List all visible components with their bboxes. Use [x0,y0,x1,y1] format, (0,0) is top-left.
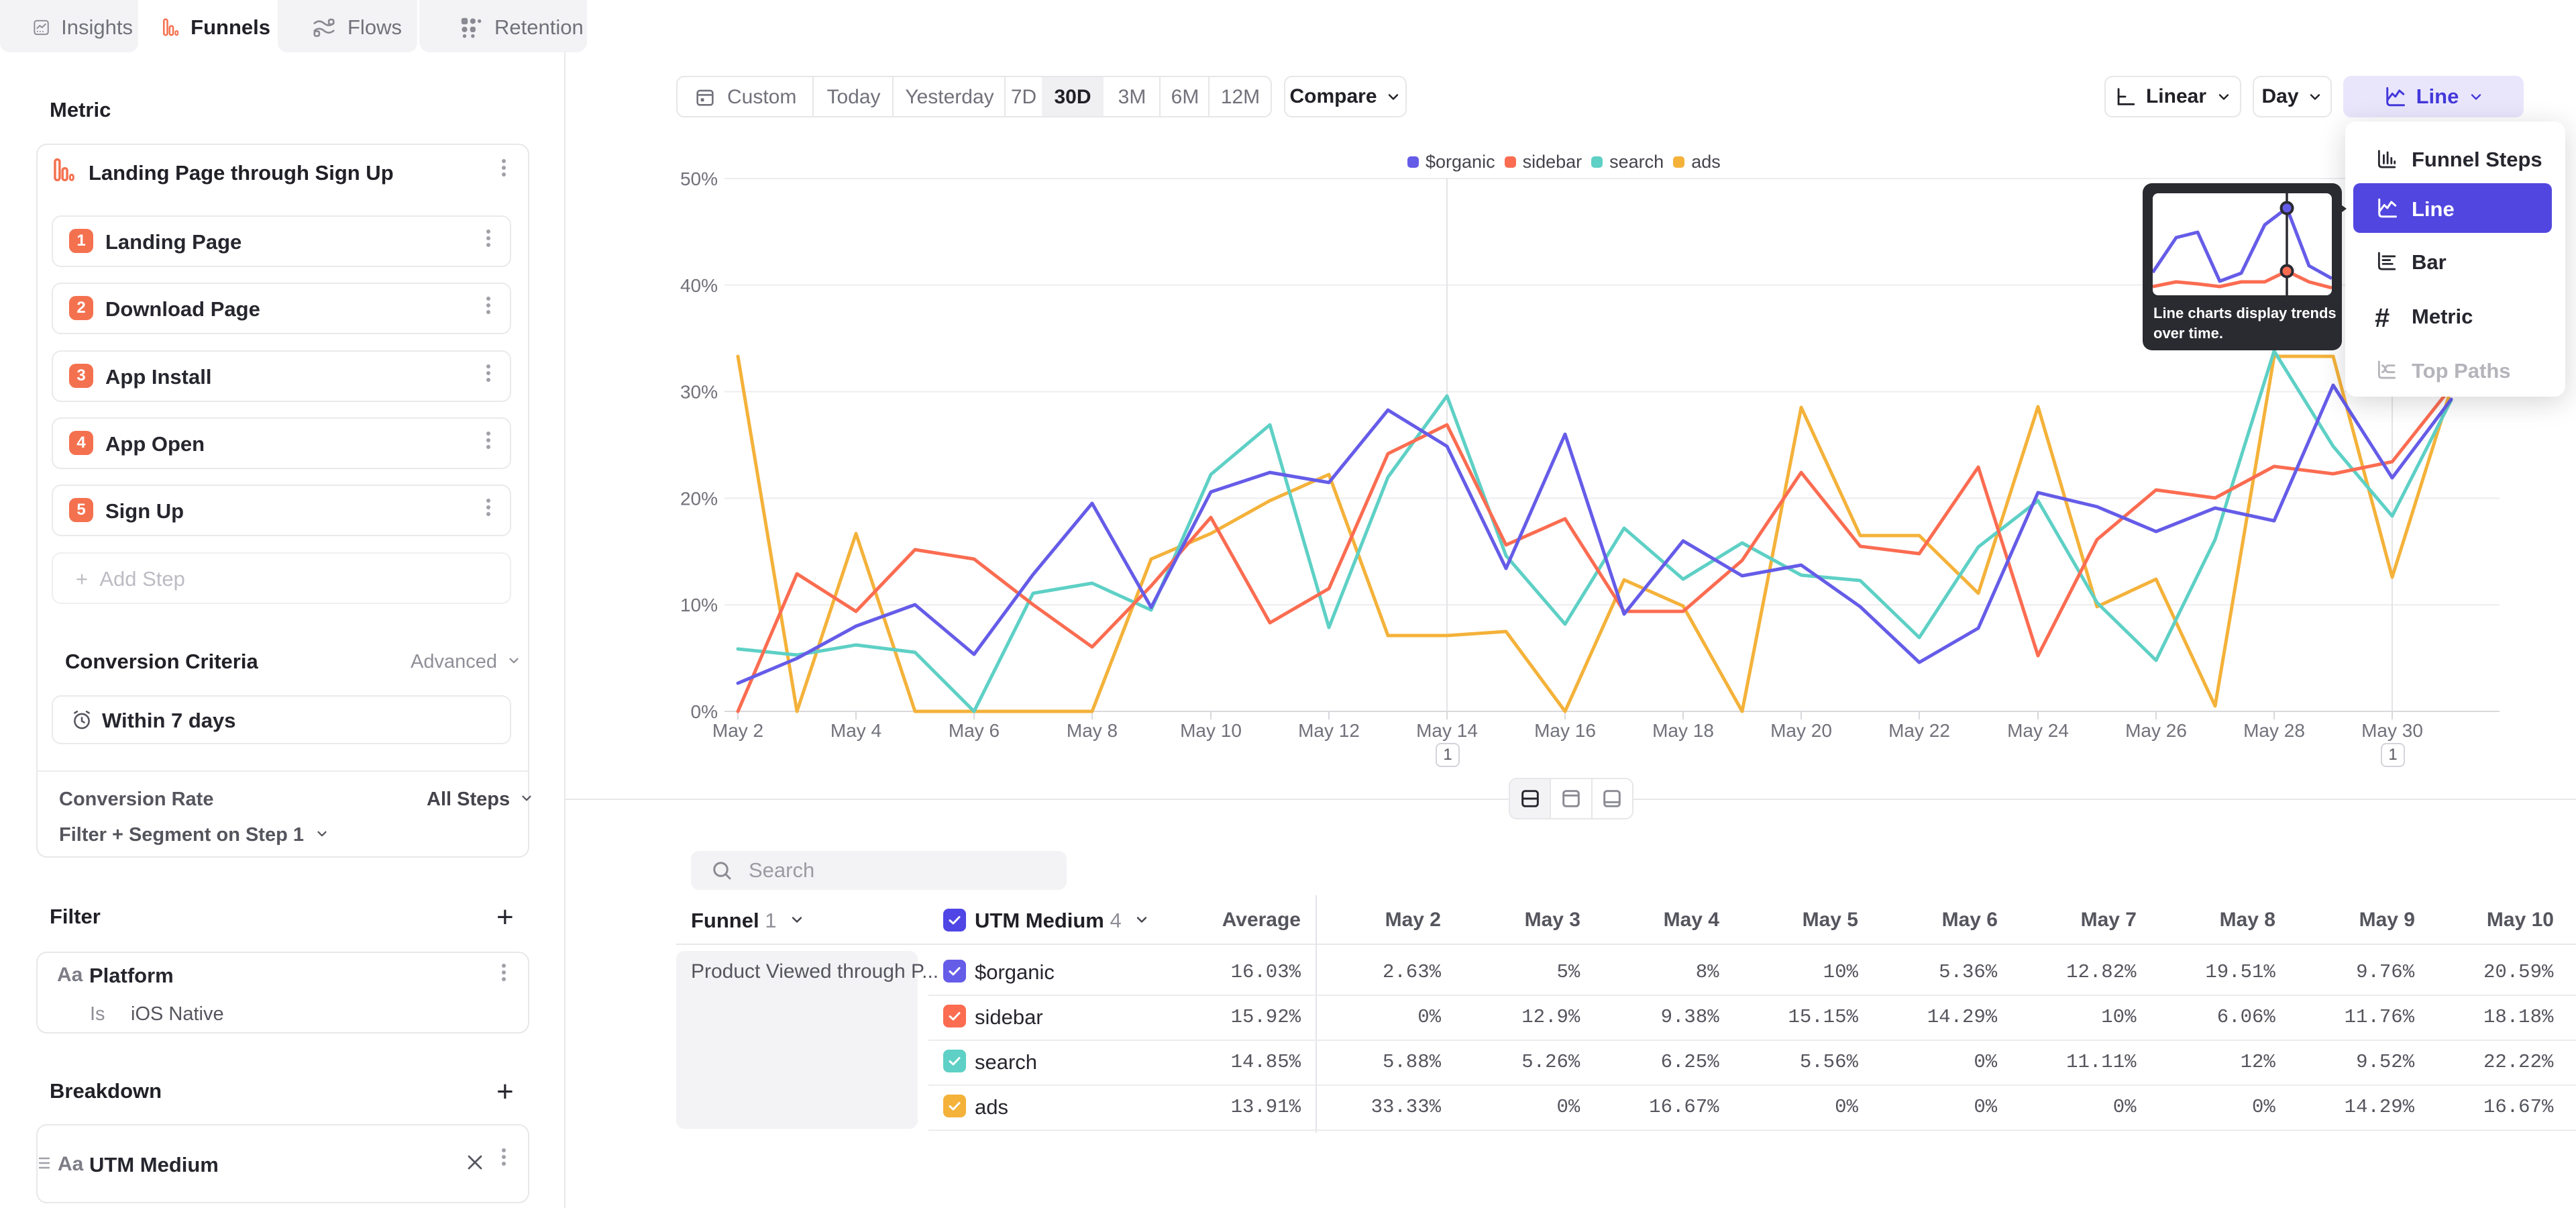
svg-text:May 22: May 22 [1888,720,1950,741]
svg-text:0%: 0% [691,701,718,722]
svg-text:50%: 50% [680,168,718,189]
svg-text:May 14: May 14 [1416,720,1478,741]
svg-text:May 12: May 12 [1298,720,1360,741]
svg-text:May 30: May 30 [2361,720,2423,741]
svg-text:May 2: May 2 [712,720,763,741]
svg-text:30%: 30% [680,382,718,403]
svg-text:May 6: May 6 [949,720,1000,741]
svg-text:May 8: May 8 [1067,720,1118,741]
svg-text:May 10: May 10 [1180,720,1242,741]
svg-text:May 24: May 24 [2007,720,2069,741]
svg-text:May 20: May 20 [1770,720,1832,741]
svg-text:10%: 10% [680,595,718,615]
svg-text:May 4: May 4 [830,720,881,741]
svg-text:May 18: May 18 [1652,720,1714,741]
svg-text:20%: 20% [680,488,718,509]
svg-text:May 26: May 26 [2125,720,2187,741]
svg-text:40%: 40% [680,275,718,296]
svg-text:May 16: May 16 [1534,720,1596,741]
svg-text:May 28: May 28 [2243,720,2305,741]
